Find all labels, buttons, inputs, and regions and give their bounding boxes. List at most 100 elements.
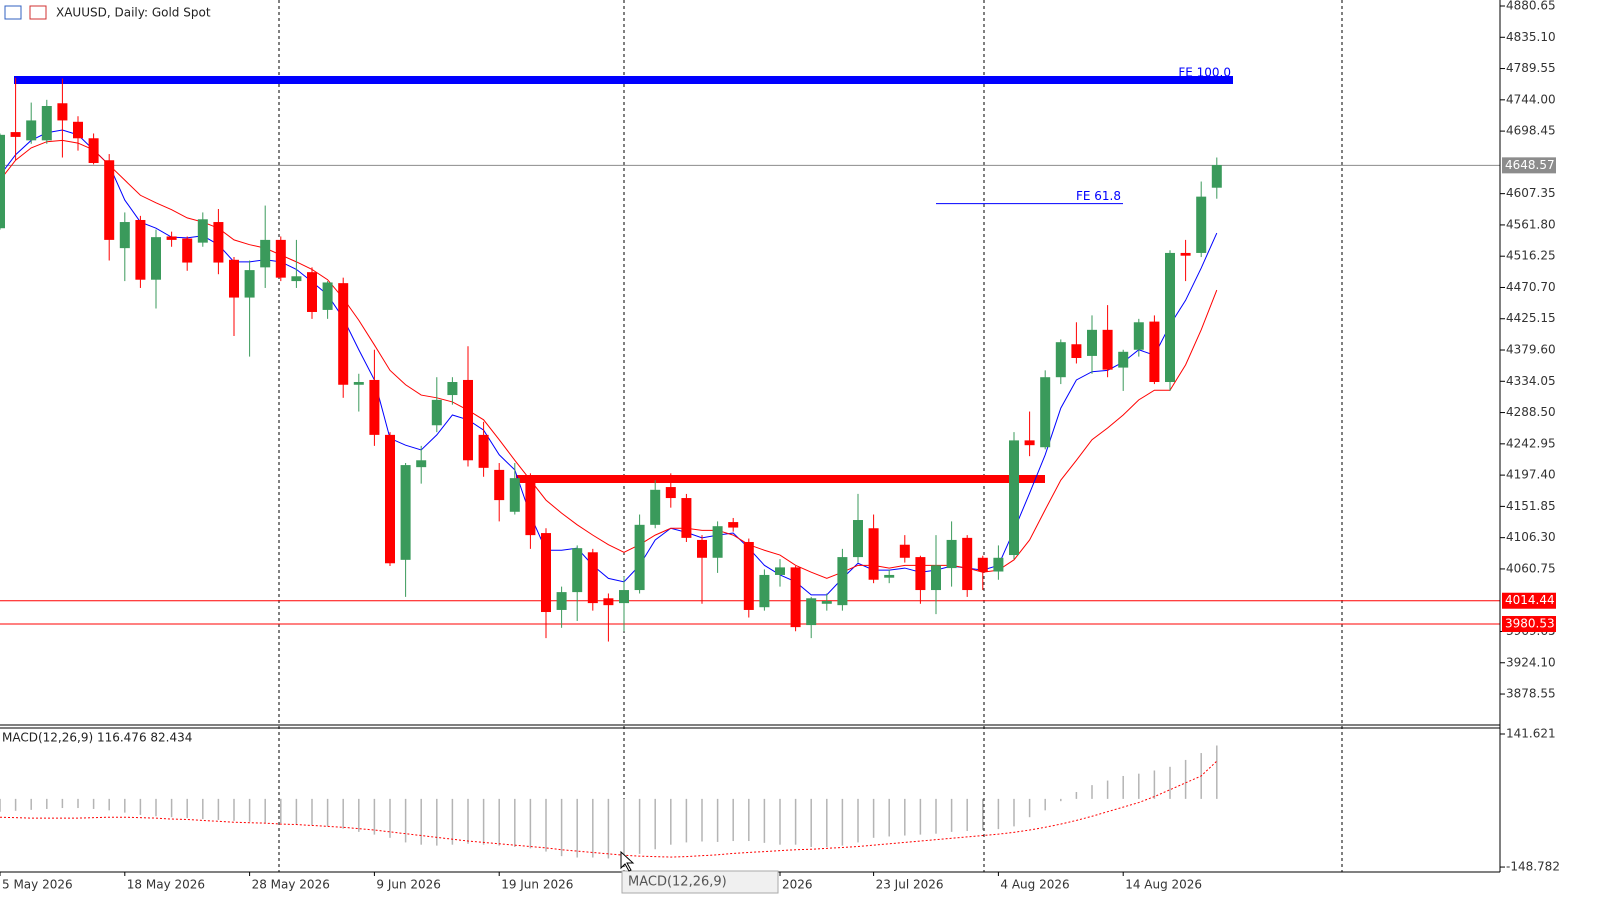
price-label: 3980.53 (1505, 617, 1555, 631)
candle-body (915, 557, 926, 591)
candle-body (743, 541, 754, 610)
y-tick-label: 4197.40 (1506, 468, 1556, 482)
tooltip: MACD(12,26,9) (620, 850, 779, 894)
candle-body (712, 526, 723, 558)
x-tick-label: 14 Aug 2026 (1125, 878, 1202, 892)
candle-body (977, 557, 988, 572)
candle-body (41, 106, 52, 141)
candle-body (587, 552, 598, 604)
candle-body (431, 399, 442, 426)
price-label-box (1502, 616, 1556, 633)
candle-body (1024, 440, 1035, 446)
candle-body (88, 138, 99, 163)
candle-body (962, 537, 973, 591)
candle-body (385, 434, 395, 564)
candle-body (463, 379, 473, 461)
candle-body (182, 238, 193, 263)
chart-title: XAUUSD, Daily: Gold Spot (56, 6, 211, 20)
plot-area: FE 100.0FE 61.8 (0, 65, 1500, 859)
candle-body (728, 522, 739, 528)
candle-body (868, 528, 879, 580)
candle-body (1102, 329, 1113, 370)
candle-body (0, 134, 5, 229)
candle-body (260, 239, 271, 268)
candle-body (307, 272, 317, 312)
candle-body (353, 382, 364, 385)
y-tick-label: 4470.70 (1506, 280, 1556, 294)
y-tick-label: 4516.25 (1506, 249, 1556, 263)
y-tick-label: 4425.15 (1506, 311, 1556, 325)
candle-body (57, 103, 68, 121)
y-tick-label: 4789.55 (1506, 61, 1556, 75)
candle-body (556, 592, 567, 610)
y-tick-label: 3878.55 (1506, 687, 1556, 701)
y-tick-label: 4607.35 (1506, 186, 1556, 200)
candle-body (213, 222, 224, 263)
candle-body (151, 237, 161, 280)
candle-body (603, 598, 614, 606)
x-tick-label: 4 Aug 2026 (1000, 878, 1069, 892)
candle-body (73, 121, 83, 139)
candle-body (775, 567, 785, 575)
candle-body (1196, 196, 1207, 253)
candle-body (291, 276, 302, 282)
candle-body (525, 480, 536, 536)
candle-body (650, 489, 661, 525)
candle-body (993, 557, 1004, 572)
candle-body (400, 465, 411, 560)
candle-body (931, 565, 941, 591)
x-tick-label: 5 May 2026 (2, 878, 73, 892)
candle-body (166, 236, 177, 240)
x-tick-label: 19 Jun 2026 (501, 878, 573, 892)
tooltip-text: MACD(12,26,9) (628, 875, 727, 890)
y-tick-label: 4106.30 (1506, 530, 1556, 544)
candle-body (1009, 440, 1019, 556)
candle-body (104, 160, 115, 240)
candle-body (369, 379, 380, 435)
candle-body (837, 557, 848, 606)
y-tick-label: -148.782 (1506, 860, 1560, 874)
x-tick-label: 18 May 2026 (127, 878, 205, 892)
candle-body (1149, 321, 1160, 383)
y-tick-label: 4744.00 (1506, 92, 1556, 106)
candle-body (790, 567, 801, 628)
y-tick-label: 4561.80 (1506, 217, 1556, 231)
candle-body (1180, 252, 1191, 256)
candle-body (884, 574, 895, 578)
candle-body (619, 590, 629, 604)
candle-body (322, 282, 333, 310)
y-tick-label: 4151.85 (1506, 499, 1556, 513)
price-label-box (1502, 157, 1556, 174)
price-label: 4014.44 (1505, 593, 1555, 607)
candle-body (1040, 377, 1051, 448)
candle-body (229, 259, 239, 298)
candle-body (899, 544, 910, 558)
candle-body (447, 382, 458, 396)
y-tick-label: 4288.50 (1506, 405, 1556, 419)
y-tick-label: 4835.10 (1506, 30, 1556, 44)
y-tick-label: 4379.60 (1506, 343, 1556, 357)
candle-body (416, 460, 427, 468)
candle-body (806, 598, 817, 626)
symbol-icons (4, 5, 47, 20)
candle-body (1087, 329, 1097, 356)
y-tick-label: 3924.10 (1506, 655, 1556, 669)
price-label: 4648.57 (1505, 158, 1555, 172)
axes: 4880.65 4835.10 4789.55 4744.00 4698.45 4607.… (0, 0, 1560, 892)
candle-body (509, 478, 520, 512)
candle-body (1071, 344, 1082, 358)
x-tick-label: 9 Jun 2026 (376, 878, 441, 892)
candle-body (1133, 322, 1144, 350)
candle-body (1165, 252, 1175, 383)
price-label-box (1502, 592, 1556, 609)
candle-body (821, 601, 832, 604)
candle-body (244, 270, 255, 298)
candle-body (541, 533, 551, 613)
candle-body (10, 132, 21, 137)
y-tick-label: 4060.75 (1506, 561, 1556, 575)
candle-body (853, 520, 863, 558)
candle-body (1118, 351, 1129, 368)
candle-body (634, 524, 645, 591)
